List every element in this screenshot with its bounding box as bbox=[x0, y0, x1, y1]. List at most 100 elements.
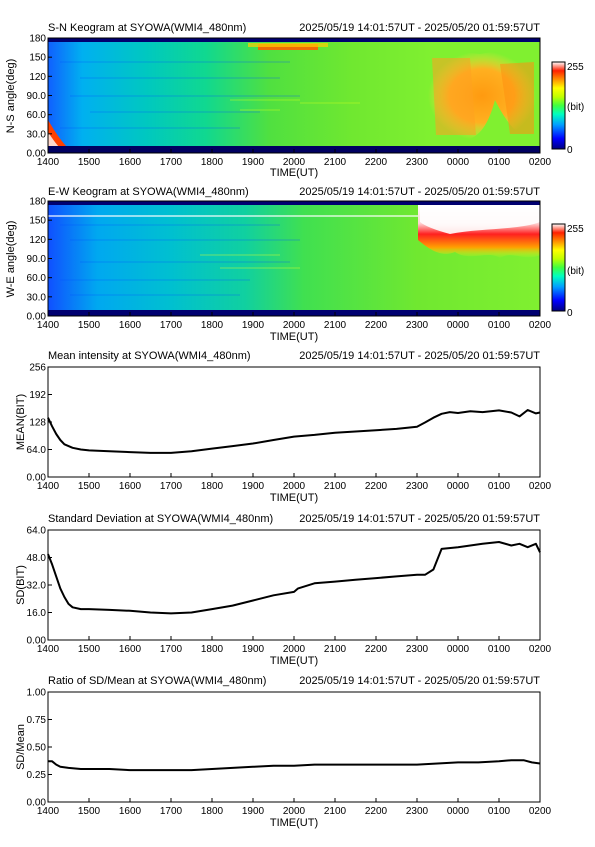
sn-keogram-x-label: TIME(UT) bbox=[270, 167, 318, 179]
ratio-x-tick-label: 2200 bbox=[365, 806, 388, 817]
sd-chart-x-label: TIME(UT) bbox=[270, 655, 318, 667]
mean-x-tick-label: 0000 bbox=[447, 481, 470, 492]
ew-keogram-x-label: TIME(UT) bbox=[270, 331, 318, 343]
mean-chart-time-range: 2025/05/19 14:01:57UT - 2025/05/20 01:59… bbox=[299, 350, 540, 362]
ratio-x-tick-label: 1500 bbox=[78, 806, 101, 817]
ew-x-tick-label: 0200 bbox=[529, 320, 552, 331]
ew-x-tick-label: 1400 bbox=[37, 320, 60, 331]
sn-colorbar: 255 (bit) 0 bbox=[551, 61, 584, 156]
ew-x-tick-label: 2000 bbox=[283, 320, 306, 331]
mean-chart: Mean intensity at SYOWA(WMI4_480nm) 2025/… bbox=[15, 350, 552, 504]
sd-y-tick-label: 16.0 bbox=[27, 608, 47, 619]
sd-x-tick-label: 1600 bbox=[119, 644, 142, 655]
ew-y-tick-label: 180 bbox=[29, 197, 46, 208]
sn-keogram-x-ticks: 1400 1500 1600 1700 1800 1900 2000 2100 2200 2300… bbox=[37, 149, 552, 168]
ew-y-tick-label: 90.0 bbox=[27, 254, 47, 265]
ratio-x-tick-label: 1900 bbox=[242, 806, 265, 817]
sn-keogram-title: S-N Keogram at SYOWA(WMI4_480nm) bbox=[48, 22, 246, 34]
sd-chart-time-range: 2025/05/19 14:01:57UT - 2025/05/20 01:59… bbox=[299, 513, 540, 525]
sd-chart-y-label: SD(BIT) bbox=[15, 565, 27, 605]
sd-x-tick-label: 2000 bbox=[283, 644, 306, 655]
sn-x-tick-label: 1500 bbox=[78, 157, 101, 168]
sn-x-tick-label: 2300 bbox=[406, 157, 429, 168]
ew-y-tick-label: 60.0 bbox=[27, 273, 47, 284]
mean-x-tick-label: 2200 bbox=[365, 481, 388, 492]
sn-y-tick-label: 0.00 bbox=[27, 149, 47, 160]
ratio-x-tick-label: 0100 bbox=[488, 806, 511, 817]
sn-keogram-image bbox=[48, 38, 540, 153]
ratio-x-tick-label: 2300 bbox=[406, 806, 429, 817]
sd-x-tick-label: 0200 bbox=[529, 644, 552, 655]
mean-y-tick-label: 128 bbox=[29, 418, 46, 429]
mean-x-tick-label: 1500 bbox=[78, 481, 101, 492]
mean-x-tick-label: 0100 bbox=[488, 481, 511, 492]
ratio-chart-time-range: 2025/05/19 14:01:57UT - 2025/05/20 01:59… bbox=[299, 675, 540, 687]
mean-chart-x-label: TIME(UT) bbox=[270, 492, 318, 504]
sn-x-tick-label: 1800 bbox=[201, 157, 224, 168]
ew-keogram-title: E-W Keogram at SYOWA(WMI4_480nm) bbox=[48, 186, 249, 198]
ew-colorbar-max: 255 bbox=[567, 224, 584, 235]
sn-colorbar-max: 255 bbox=[567, 62, 584, 73]
sd-x-tick-label: 1700 bbox=[160, 644, 183, 655]
sn-x-tick-label: 1900 bbox=[242, 157, 265, 168]
ew-x-tick-label: 0100 bbox=[488, 320, 511, 331]
sn-x-tick-label: 2200 bbox=[365, 157, 388, 168]
ew-y-tick-label: 150 bbox=[29, 216, 46, 227]
sn-y-tick-label: 180 bbox=[29, 34, 46, 45]
sn-x-tick-label: 1600 bbox=[119, 157, 142, 168]
ratio-y-tick-label: 0.75 bbox=[27, 715, 47, 726]
ratio-x-tick-label: 2000 bbox=[283, 806, 306, 817]
sn-x-tick-label: 2000 bbox=[283, 157, 306, 168]
sn-x-tick-label: 1400 bbox=[37, 157, 60, 168]
sn-y-tick-label: 150 bbox=[29, 53, 46, 64]
sn-x-tick-label: 2100 bbox=[324, 157, 347, 168]
ratio-y-tick-label: 1.00 bbox=[27, 688, 47, 699]
sd-chart-title: Standard Deviation at SYOWA(WMI4_480nm) bbox=[48, 513, 273, 525]
sd-x-tick-label: 2100 bbox=[324, 644, 347, 655]
sn-x-tick-label: 1700 bbox=[160, 157, 183, 168]
ew-y-tick-label: 120 bbox=[29, 235, 46, 246]
sd-y-tick-label: 64.0 bbox=[27, 526, 47, 537]
ratio-y-tick-label: 0.00 bbox=[27, 798, 47, 809]
sd-x-tick-label: 1800 bbox=[201, 644, 224, 655]
sd-y-tick-label: 0.00 bbox=[27, 636, 47, 647]
sd-x-tick-label: 1900 bbox=[242, 644, 265, 655]
sn-keogram-panel: S-N Keogram at SYOWA(WMI4_480nm) 2025/05… bbox=[5, 22, 584, 179]
sd-chart: Standard Deviation at SYOWA(WMI4_480nm) 2… bbox=[15, 513, 552, 667]
ew-keogram-y-ticks: 0.00 30.0 60.0 90.0 120 150 180 bbox=[27, 197, 52, 323]
ew-keogram-image bbox=[48, 201, 540, 316]
ratio-chart-y-label: SD/Mean bbox=[15, 724, 27, 770]
sn-x-tick-label: 0200 bbox=[529, 157, 552, 168]
sn-y-tick-label: 60.0 bbox=[27, 110, 47, 121]
sd-x-tick-label: 2200 bbox=[365, 644, 388, 655]
ratio-y-tick-label: 0.50 bbox=[27, 743, 47, 754]
sn-colorbar-unit: (bit) bbox=[567, 102, 584, 113]
sn-x-tick-label: 0100 bbox=[488, 157, 511, 168]
ew-y-tick-label: 30.0 bbox=[27, 292, 47, 303]
ew-colorbar-unit: (bit) bbox=[567, 266, 584, 277]
ew-keogram-panel: E-W Keogram at SYOWA(WMI4_480nm) 2025/05… bbox=[5, 186, 584, 343]
ew-x-tick-label: 1500 bbox=[78, 320, 101, 331]
sd-series-line bbox=[47, 541, 541, 615]
ew-x-tick-label: 1700 bbox=[160, 320, 183, 331]
ew-colorbar-min: 0 bbox=[567, 308, 573, 319]
ratio-chart-frame bbox=[47, 691, 541, 803]
sn-keogram-y-ticks: 0.00 30.0 60.0 90.0 120 150 180 bbox=[27, 34, 52, 160]
ew-x-tick-label: 1800 bbox=[201, 320, 224, 331]
ratio-x-tick-label: 1700 bbox=[160, 806, 183, 817]
sn-y-tick-label: 30.0 bbox=[27, 129, 47, 140]
sn-keogram-time-range: 2025/05/19 14:01:57UT - 2025/05/20 01:59… bbox=[299, 22, 540, 34]
ew-colorbar: 255 (bit) 0 bbox=[551, 223, 584, 319]
sn-colorbar-min: 0 bbox=[567, 145, 573, 156]
ew-x-tick-label: 0000 bbox=[447, 320, 470, 331]
mean-x-tick-label: 1400 bbox=[37, 481, 60, 492]
mean-x-tick-label: 2100 bbox=[324, 481, 347, 492]
mean-y-tick-label: 256 bbox=[29, 363, 46, 374]
sd-x-tick-label: 2300 bbox=[406, 644, 429, 655]
mean-chart-y-label: MEAN(BIT) bbox=[15, 394, 27, 450]
ratio-chart-title: Ratio of SD/Mean at SYOWA(WMI4_480nm) bbox=[48, 675, 266, 687]
sn-x-tick-label: 0000 bbox=[447, 157, 470, 168]
ew-keogram-x-ticks: 1400 1500 1600 1700 1800 1900 2000 2100 2200 2300… bbox=[37, 312, 552, 331]
sd-x-tick-label: 1500 bbox=[78, 644, 101, 655]
ratio-x-tick-label: 1600 bbox=[119, 806, 142, 817]
